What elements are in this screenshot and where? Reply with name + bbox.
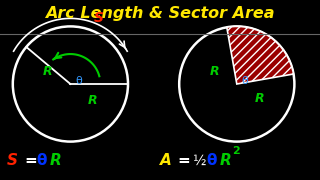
- Text: S: S: [94, 11, 104, 25]
- Text: R: R: [43, 65, 53, 78]
- Text: R: R: [219, 153, 231, 168]
- Text: Arc Length & Sector Area: Arc Length & Sector Area: [45, 6, 275, 21]
- Text: R: R: [210, 65, 219, 78]
- Text: S: S: [6, 153, 17, 168]
- Text: =: =: [178, 153, 190, 168]
- Text: R: R: [254, 92, 264, 105]
- Text: θ: θ: [241, 76, 248, 86]
- Text: =: =: [24, 153, 37, 168]
- Text: R: R: [50, 153, 61, 168]
- Text: A: A: [160, 153, 172, 168]
- Text: 2: 2: [232, 146, 240, 156]
- Text: θ: θ: [75, 76, 82, 86]
- Text: θ: θ: [37, 153, 47, 168]
- Text: R: R: [88, 93, 98, 107]
- Text: θ: θ: [206, 153, 217, 168]
- Wedge shape: [227, 26, 293, 84]
- Text: ½: ½: [192, 154, 205, 168]
